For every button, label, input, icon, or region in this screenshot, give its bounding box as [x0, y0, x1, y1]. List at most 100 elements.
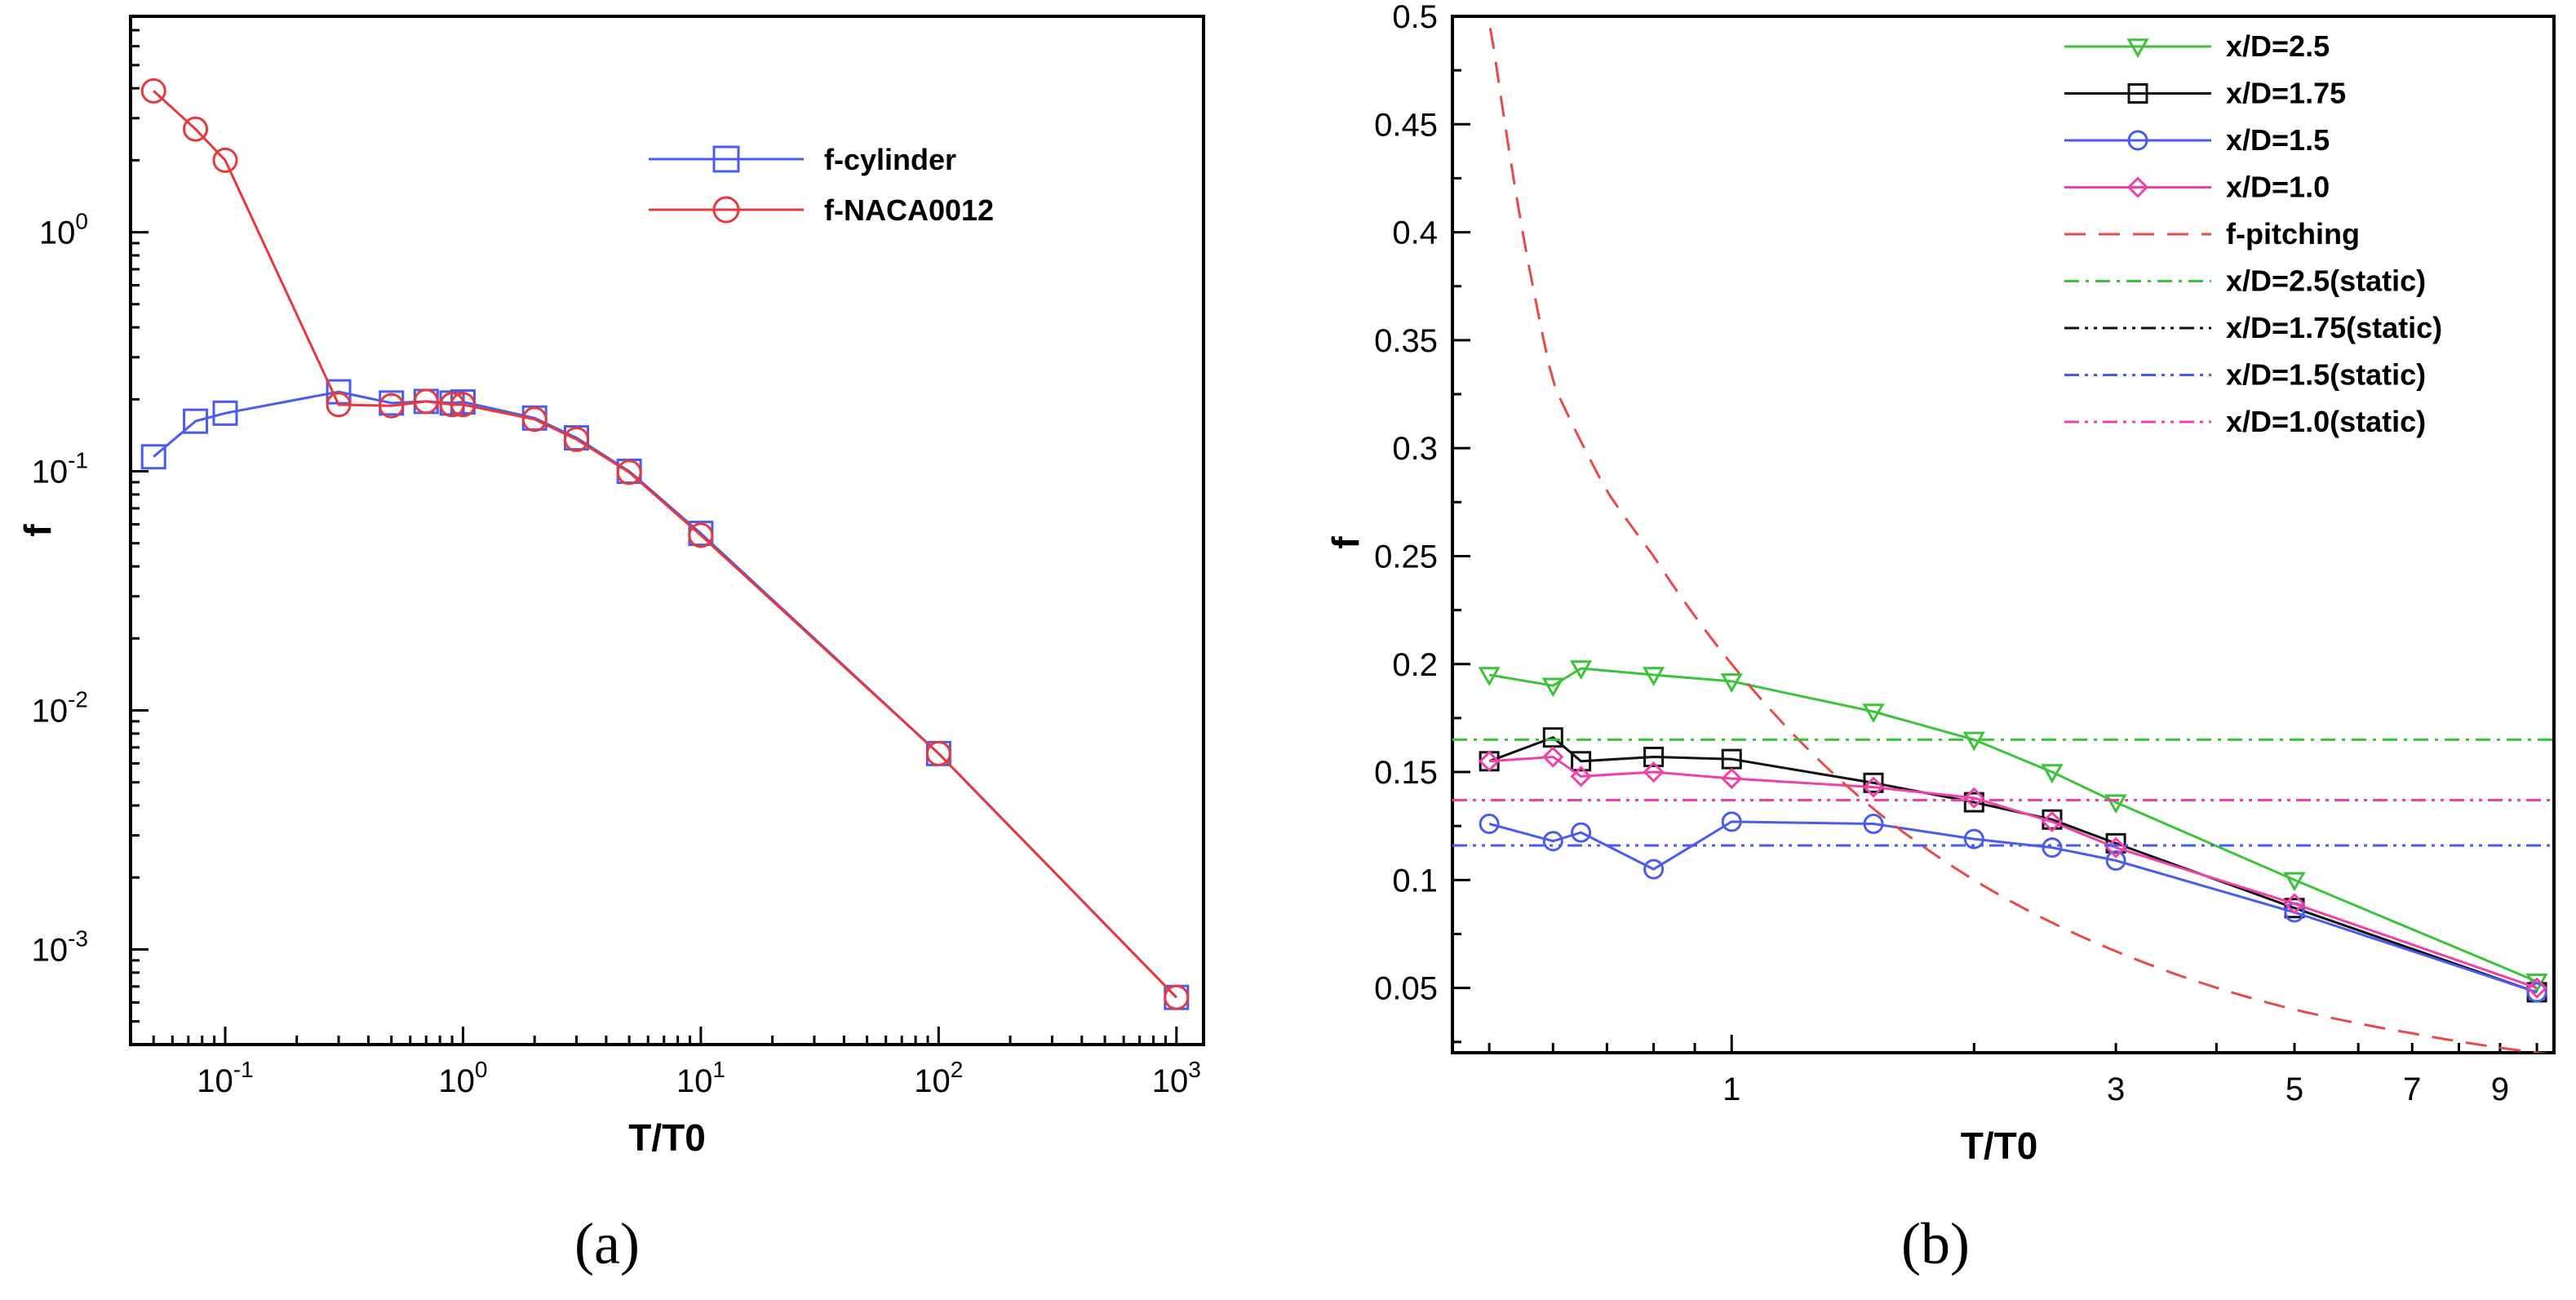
series-line-f-cylinder	[153, 390, 1177, 999]
legend-marker	[2126, 38, 2149, 59]
y-axis-label: f	[16, 524, 59, 537]
data-point	[1862, 776, 1885, 798]
data-point	[1643, 747, 1665, 768]
x-tick-label: 1	[1723, 1072, 1740, 1107]
x-tick-label: 7	[2403, 1072, 2421, 1107]
data-point	[925, 740, 951, 766]
data-point	[1542, 831, 1563, 852]
legend-marker	[2126, 176, 2149, 198]
series-f-pitching	[1487, 16, 2547, 1053]
legend-label: x/D=1.5(static)	[2226, 358, 2426, 392]
data-point	[379, 393, 405, 419]
data-point	[1963, 792, 1984, 813]
data-point	[439, 392, 465, 418]
data-point	[326, 392, 352, 418]
y-tick-label: 0.45	[1374, 107, 1438, 143]
data-point	[183, 408, 209, 434]
data-point	[1542, 746, 1564, 768]
data-point	[1721, 767, 1743, 790]
data-point	[1541, 677, 1564, 698]
y-tick-label: 0.5	[1392, 0, 1438, 35]
x-tick-label: 102	[914, 1057, 963, 1099]
legend-label: f-cylinder	[824, 143, 956, 176]
series-line-x-d-2-5	[1488, 667, 2538, 983]
data-point	[450, 392, 476, 418]
data-point	[212, 400, 238, 426]
caption-b: (b)	[1901, 1211, 1970, 1276]
data-point	[1862, 703, 1885, 723]
y-tick-label: 0.1	[1392, 863, 1438, 898]
legend-label: x/D=1.5	[2226, 123, 2330, 157]
legend-marker	[2127, 83, 2148, 104]
series-line-f-naca0012	[153, 90, 1177, 999]
data-point	[1643, 761, 1665, 783]
data-point	[1479, 814, 1500, 835]
series-line-x-d-1-5	[1488, 820, 2538, 994]
y-tick-label: 0.3	[1392, 431, 1438, 467]
data-point	[521, 406, 548, 433]
series-x-d-1-5	[1479, 811, 2547, 1003]
y-tick-label: 100	[39, 209, 88, 251]
data-point	[1164, 984, 1190, 1010]
data-point	[616, 459, 642, 486]
x-axis-label: T/T0	[628, 1116, 706, 1159]
data-point	[1962, 731, 1985, 752]
data-point	[2041, 810, 2064, 833]
series-line-f-pitching	[1487, 16, 2547, 1053]
y-tick-label: 0.15	[1374, 755, 1438, 791]
data-point	[563, 426, 589, 452]
data-point	[2525, 977, 2548, 999]
data-point	[1571, 751, 1592, 772]
data-point	[1570, 765, 1592, 788]
series-f-naca0012	[140, 78, 1190, 1010]
data-point	[2283, 893, 2306, 915]
data-point	[140, 78, 166, 104]
data-point	[1571, 822, 1592, 843]
legend-label: x/D=1.75(static)	[2226, 311, 2442, 344]
data-point	[688, 522, 714, 548]
series-x-d-1-0	[1479, 746, 2548, 999]
data-point	[1643, 859, 1665, 880]
legend-label: x/D=2.5	[2226, 29, 2330, 63]
chart-panel-a: 10-1 100 101 102 103 10-3 10-2 10-1 100 T/T0 f f-cy…	[16, 15, 1205, 1159]
data-point	[1863, 772, 1884, 793]
y-tick-label: 0.4	[1392, 215, 1438, 251]
x-tick-label: 103	[1152, 1057, 1201, 1099]
series-f-cylinder	[140, 379, 1190, 1010]
x-axis-label: T/T0	[1961, 1125, 2038, 1167]
legend-label: x/D=1.75	[2226, 77, 2346, 110]
legend-label: x/D=2.5(static)	[2226, 264, 2426, 298]
data-point	[2283, 872, 2306, 892]
data-point	[1963, 787, 1985, 809]
data-point	[2042, 837, 2063, 859]
legend-label: f-NACA0012	[824, 193, 994, 227]
data-point	[1478, 667, 1501, 687]
data-point	[1570, 660, 1593, 681]
series-x-d-1-75	[1479, 727, 2547, 1003]
y-tick-label: 0.25	[1374, 539, 1438, 575]
data-point	[1720, 673, 1743, 693]
plot-frame	[1451, 15, 2556, 1054]
data-point	[1643, 667, 1665, 687]
series-x-d-2-5	[1478, 660, 2548, 993]
data-point	[2104, 794, 2127, 814]
x-tick-label: 5	[2286, 1072, 2303, 1107]
legend-label: f-pitching	[2226, 217, 2360, 251]
data-point	[183, 116, 209, 142]
data-point	[212, 147, 238, 173]
data-point	[2105, 850, 2126, 872]
data-point	[1479, 750, 1501, 772]
y-axis-label: f	[1324, 536, 1367, 549]
series-line-x-d-1-0	[1489, 755, 2538, 990]
y-tick-label: 0.35	[1374, 323, 1438, 359]
chart-panel-b: 1 3 5 7 9 0.05 0.1 0.15 0.2 0.25 0.3 0.35 0.4 0.45 0.5…	[1324, 0, 2556, 1167]
data-point	[2526, 982, 2547, 1003]
x-tick-label: 3	[2107, 1072, 2125, 1107]
y-tick-label: 10-2	[32, 686, 88, 729]
y-tick-label: 10-3	[32, 925, 88, 968]
data-point	[1721, 811, 1742, 832]
caption-a: (a)	[574, 1211, 640, 1276]
legend-label: x/D=1.0	[2226, 171, 2330, 204]
y-tick-label: 10-1	[32, 448, 88, 490]
